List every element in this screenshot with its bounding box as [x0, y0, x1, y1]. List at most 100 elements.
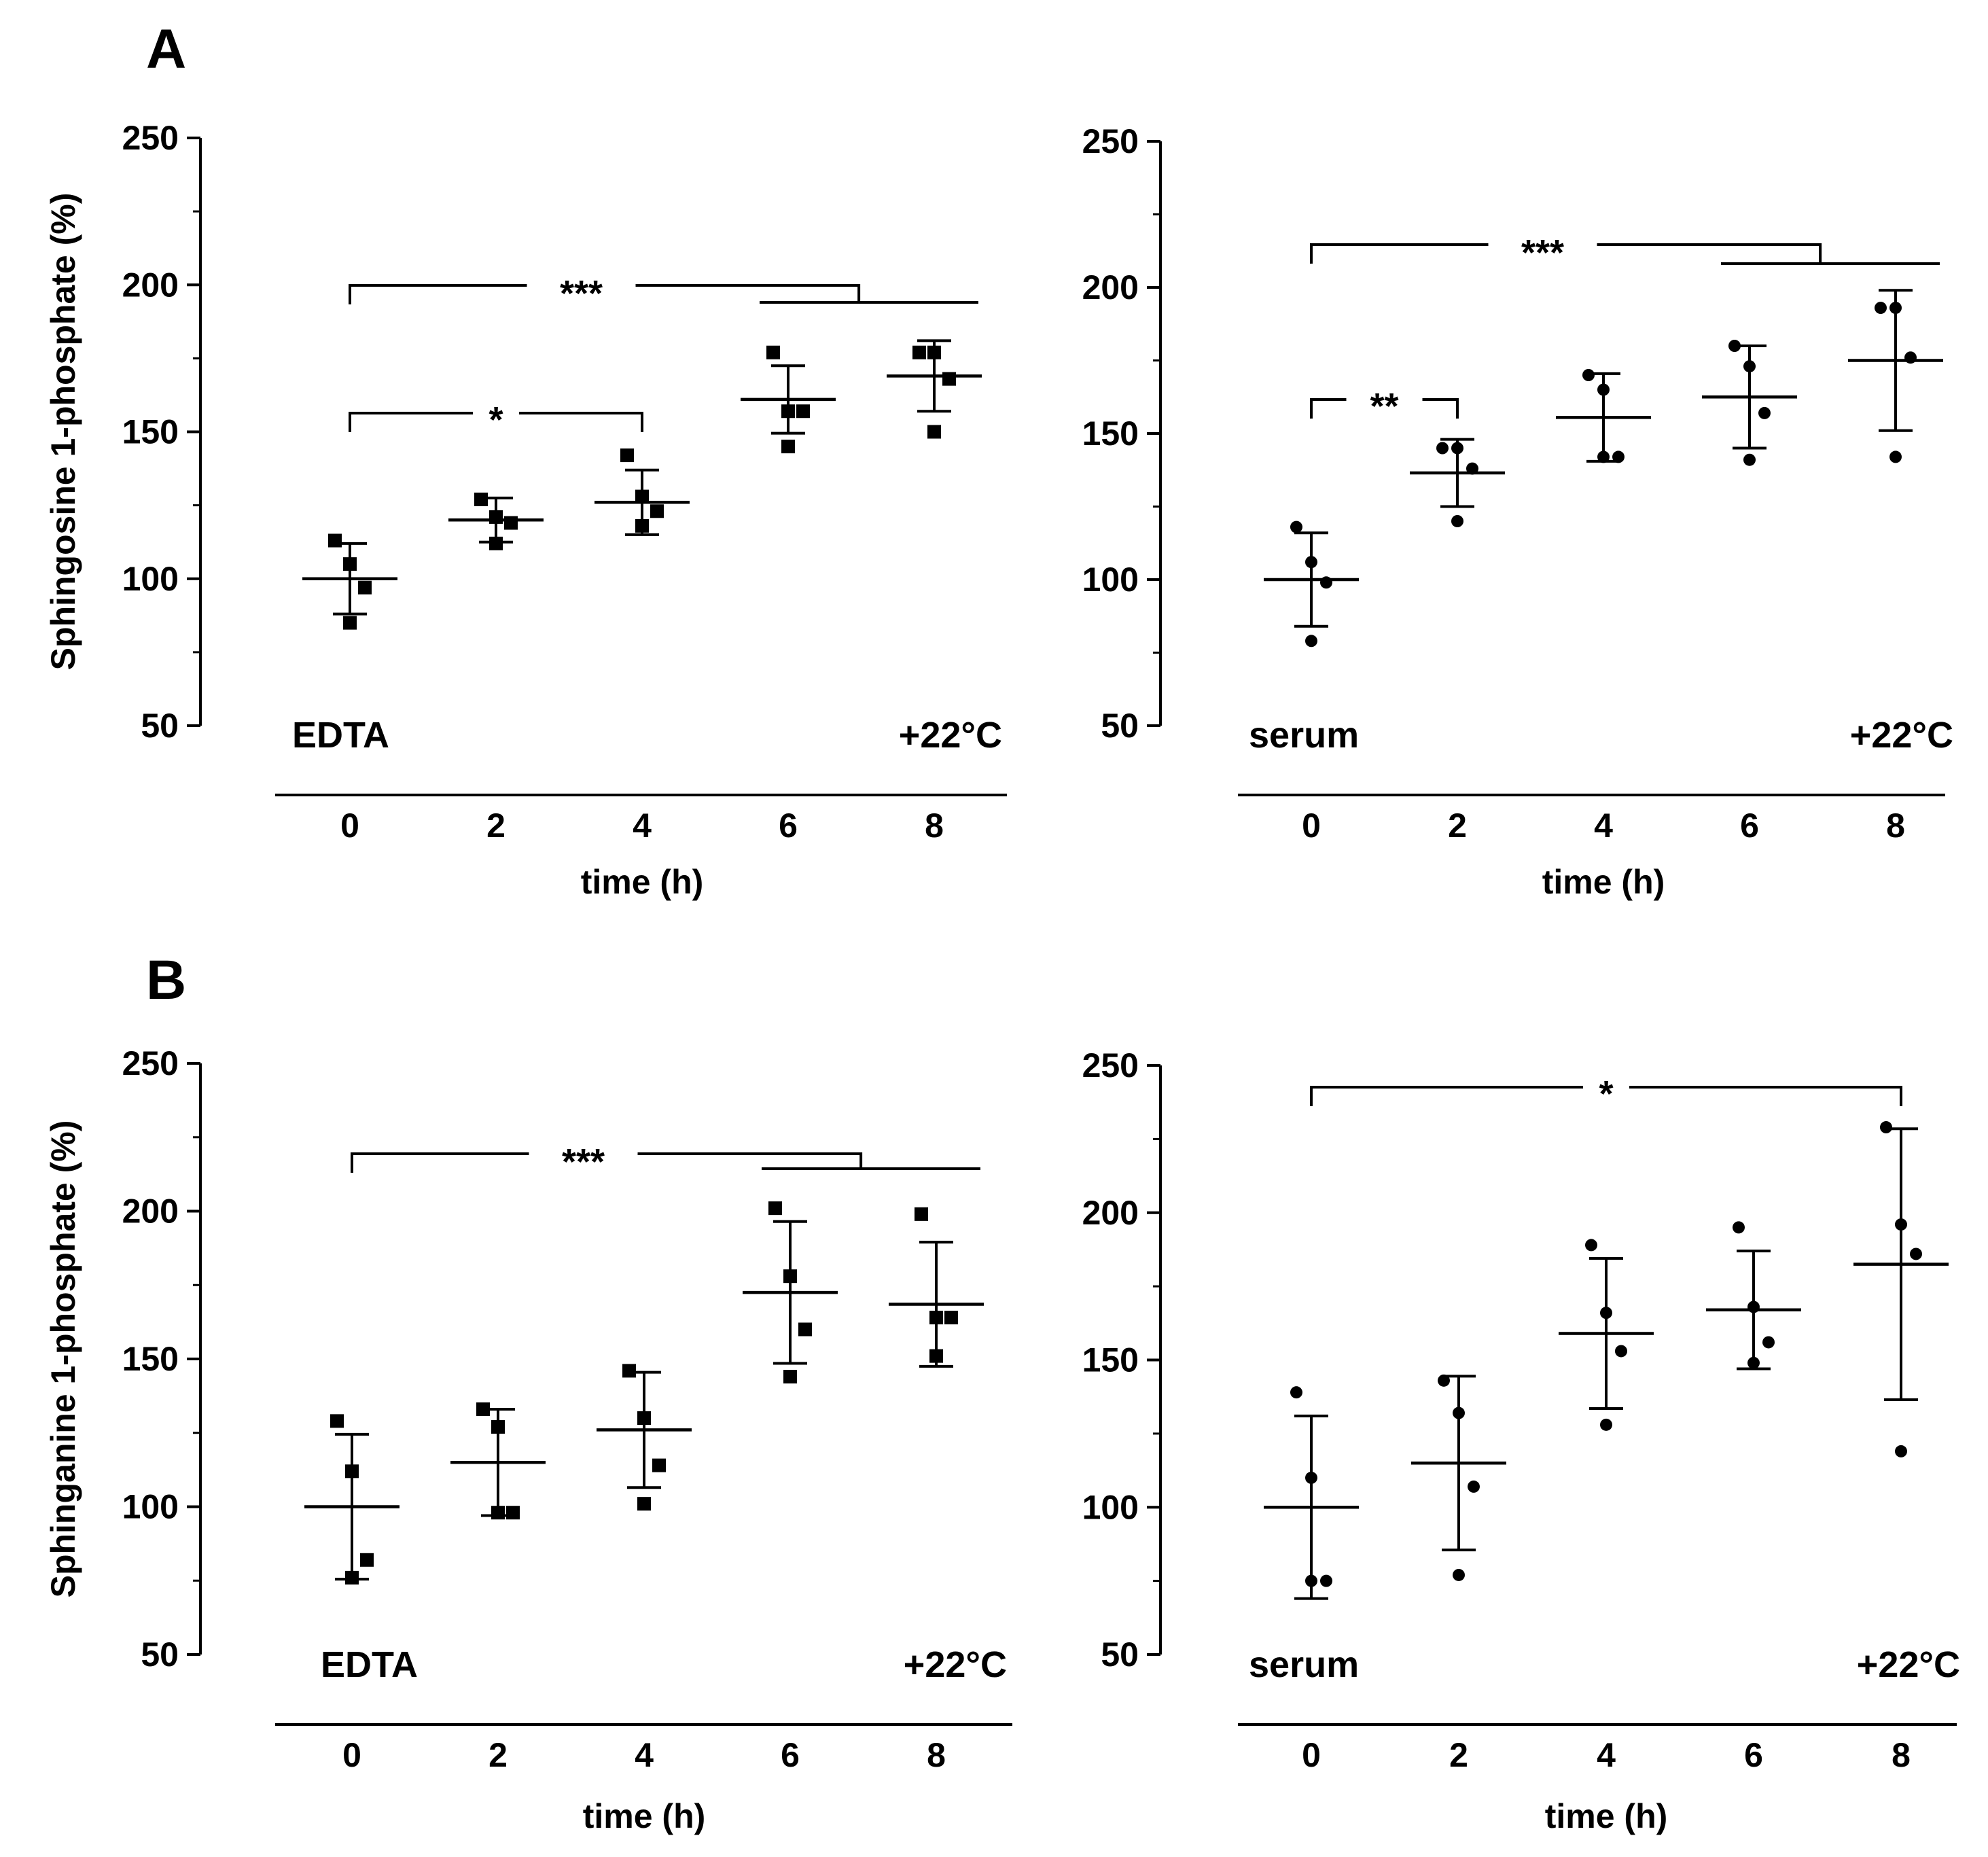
data-point [1436, 442, 1449, 455]
y-tick-label: 200 [1082, 1194, 1139, 1232]
x-tick-label: 8 [1886, 807, 1905, 845]
data-point [360, 1553, 374, 1567]
data-point [781, 440, 795, 454]
sig-label: * [489, 400, 503, 440]
y-tick-label: 100 [1082, 1488, 1139, 1526]
data-point [1451, 442, 1463, 455]
data-point [1600, 1307, 1612, 1320]
data-point [927, 345, 941, 359]
data-point [652, 1458, 666, 1472]
x-tick-label: 6 [781, 1736, 800, 1774]
data-point [345, 1570, 359, 1585]
x-axis-title: time (h) [583, 1797, 706, 1835]
data-point [635, 489, 649, 503]
data-point [622, 1364, 636, 1378]
data-point [1320, 1574, 1332, 1587]
data-point [1875, 302, 1887, 315]
data-point [1889, 302, 1902, 315]
x-tick-label: 4 [633, 807, 652, 845]
y-tick-label: 200 [122, 1192, 179, 1231]
condition-label: EDTA [321, 1644, 418, 1685]
y-tick-label: 50 [141, 1635, 179, 1674]
condition-label: serum [1249, 715, 1359, 756]
sig-bracket [349, 284, 527, 304]
data-point [504, 516, 518, 530]
data-point [783, 1370, 797, 1384]
y-tick-label: 150 [1082, 414, 1139, 453]
data-point [1889, 450, 1902, 463]
panel-label-b: B [146, 949, 186, 1011]
sig-bracket [349, 412, 473, 432]
data-point [1305, 1471, 1317, 1484]
sig-bracket [351, 1152, 529, 1173]
data-point [796, 404, 810, 419]
x-axis-title: time (h) [1545, 1797, 1668, 1835]
data-point [635, 518, 649, 533]
temperature-label: +22°C [899, 715, 1002, 756]
data-point [927, 425, 941, 439]
sig-bracket [1310, 243, 1489, 264]
data-point [1758, 406, 1771, 419]
x-tick-label: 4 [1597, 1736, 1616, 1774]
y-tick-label: 250 [1082, 1046, 1139, 1084]
y-tick-label: 200 [1082, 268, 1139, 306]
y-tick-label: 50 [1101, 1635, 1139, 1674]
data-point [620, 448, 634, 463]
data-point [1743, 453, 1756, 466]
sig-bracket [1422, 398, 1459, 419]
data-point [1585, 1239, 1597, 1252]
data-point [1904, 351, 1917, 364]
x-tick-label: 8 [925, 807, 944, 845]
data-point [1305, 635, 1317, 648]
y-tick-label: 250 [122, 119, 179, 157]
data-point [1612, 450, 1625, 463]
data-point [343, 616, 357, 630]
chart-b-edta: 50 100 150 200 250 Sphinganine 1-phosphate (%… [44, 1044, 1012, 1835]
y-axis-title: Sphingosine 1-phosphate (%) [44, 193, 82, 671]
data-point [358, 580, 372, 595]
data-point [650, 504, 664, 518]
data-point [637, 1411, 651, 1425]
x-tick-label: 2 [486, 807, 505, 845]
data-point [781, 404, 795, 419]
data-point [1451, 515, 1463, 527]
sig-bracket [637, 1152, 863, 1169]
data-point [1880, 1121, 1892, 1134]
data-point [929, 1349, 943, 1363]
data-point [768, 1201, 782, 1216]
sig-label: *** [1521, 232, 1564, 273]
data-point [637, 1497, 651, 1511]
data-point [1320, 576, 1332, 589]
data-point [1747, 1301, 1760, 1313]
data-point [783, 1269, 797, 1284]
sig-bracket [635, 284, 861, 302]
data-point [942, 372, 956, 386]
sig-bracket-span [1721, 262, 1940, 265]
x-tick-label: 8 [927, 1736, 946, 1774]
data-point [1305, 1574, 1317, 1587]
data-point [1597, 383, 1610, 396]
data-point [1453, 1407, 1465, 1419]
data-point [489, 536, 503, 550]
condition-label: serum [1249, 1644, 1359, 1685]
panel-label-a: A [146, 18, 186, 80]
y-tick-label: 200 [122, 266, 179, 304]
data-point [915, 1207, 928, 1221]
x-tick-label: 6 [1744, 1736, 1763, 1774]
data-point [1290, 520, 1302, 533]
data-point [1582, 369, 1595, 381]
data-point [491, 1506, 505, 1520]
data-point [1743, 360, 1756, 373]
sig-label: *** [562, 1142, 605, 1182]
sig-label: ** [1370, 386, 1398, 427]
sig-bracket [519, 412, 643, 432]
data-point [1728, 340, 1741, 352]
data-point [1290, 1386, 1302, 1399]
y-tick-label: 50 [1101, 707, 1139, 745]
sig-bracket-span [760, 301, 978, 304]
y-tick-label: 150 [122, 413, 179, 451]
y-tick-label: 150 [122, 1340, 179, 1378]
data-point [944, 1311, 958, 1325]
